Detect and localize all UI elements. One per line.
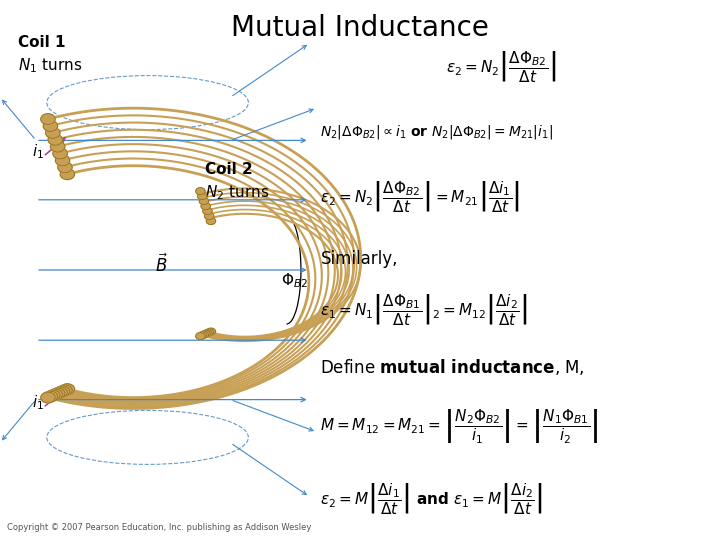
Text: $\varepsilon_2 = N_2\left|\dfrac{\Delta\Phi_{B2}}{\Delta t}\right|$: $\varepsilon_2 = N_2\left|\dfrac{\Delta\…: [446, 50, 557, 85]
Circle shape: [204, 213, 214, 220]
Text: $N_2|\Delta\Phi_{B2}| \propto i_1$ $\mathbf{or}$ $N_2|\Delta\Phi_{B2}| = M_{21}|: $N_2|\Delta\Phi_{B2}| \propto i_1$ $\mat…: [320, 123, 553, 141]
Circle shape: [53, 148, 67, 159]
Circle shape: [48, 134, 63, 145]
Text: $N_1$ turns: $N_1$ turns: [18, 57, 82, 76]
Text: Coil 1: Coil 1: [18, 35, 66, 50]
Circle shape: [53, 387, 67, 398]
Circle shape: [55, 155, 70, 166]
Circle shape: [41, 392, 55, 403]
Circle shape: [50, 141, 65, 152]
Circle shape: [203, 329, 212, 336]
Text: $M = M_{12} = M_{21} = \left|\dfrac{N_2\Phi_{B2}}{i_1}\right| = \left|\dfrac{N_1: $M = M_{12} = M_{21} = \left|\dfrac{N_2\…: [320, 408, 599, 445]
Circle shape: [196, 188, 205, 195]
Circle shape: [43, 120, 58, 131]
Text: Similarly,: Similarly,: [320, 250, 398, 268]
Text: $i_1$: $i_1$: [32, 393, 45, 411]
Circle shape: [60, 169, 75, 180]
Circle shape: [203, 207, 212, 214]
Circle shape: [50, 388, 65, 399]
Circle shape: [196, 333, 205, 340]
Circle shape: [197, 193, 207, 200]
Text: $\Phi_{B2}$: $\Phi_{B2}$: [281, 272, 308, 290]
Text: $i_1$: $i_1$: [32, 142, 45, 160]
Text: $\vec{B}$: $\vec{B}$: [155, 253, 168, 276]
Circle shape: [45, 390, 60, 401]
Circle shape: [41, 114, 55, 125]
Circle shape: [43, 391, 58, 402]
Circle shape: [197, 332, 207, 339]
Text: Coil 2: Coil 2: [205, 162, 253, 177]
Text: Copyright © 2007 Pearson Education, Inc. publishing as Addison Wesley: Copyright © 2007 Pearson Education, Inc.…: [7, 523, 312, 532]
Circle shape: [201, 330, 210, 338]
Circle shape: [206, 328, 215, 335]
Text: $\varepsilon_2 = N_2\left|\dfrac{\Delta\Phi_{B2}}{\Delta t}\right| = M_{21}\left: $\varepsilon_2 = N_2\left|\dfrac{\Delta\…: [320, 179, 521, 215]
Circle shape: [45, 127, 60, 138]
Text: $N_2$ turns: $N_2$ turns: [205, 184, 269, 202]
Circle shape: [55, 386, 70, 397]
Circle shape: [60, 384, 75, 395]
Circle shape: [206, 218, 215, 225]
Text: $\varepsilon_2 = M\left|\dfrac{\Delta i_1}{\Delta t}\right|$ $\mathbf{and}$ $\va: $\varepsilon_2 = M\left|\dfrac{\Delta i_…: [320, 482, 543, 517]
Text: Mutual Inductance: Mutual Inductance: [231, 14, 489, 42]
Circle shape: [58, 162, 72, 173]
Circle shape: [58, 385, 72, 396]
Circle shape: [201, 202, 210, 210]
Text: Define $\mathbf{mutual\ inductance}$, M,: Define $\mathbf{mutual\ inductance}$, M,: [320, 357, 585, 377]
Circle shape: [199, 331, 209, 338]
Text: $\varepsilon_1 = N_1\left|\dfrac{\Delta\Phi_{B1}}{\Delta t}\right|_2 = M_{12}\le: $\varepsilon_1 = N_1\left|\dfrac{\Delta\…: [320, 293, 528, 328]
Circle shape: [199, 198, 209, 205]
Circle shape: [48, 389, 63, 400]
Circle shape: [204, 329, 214, 336]
